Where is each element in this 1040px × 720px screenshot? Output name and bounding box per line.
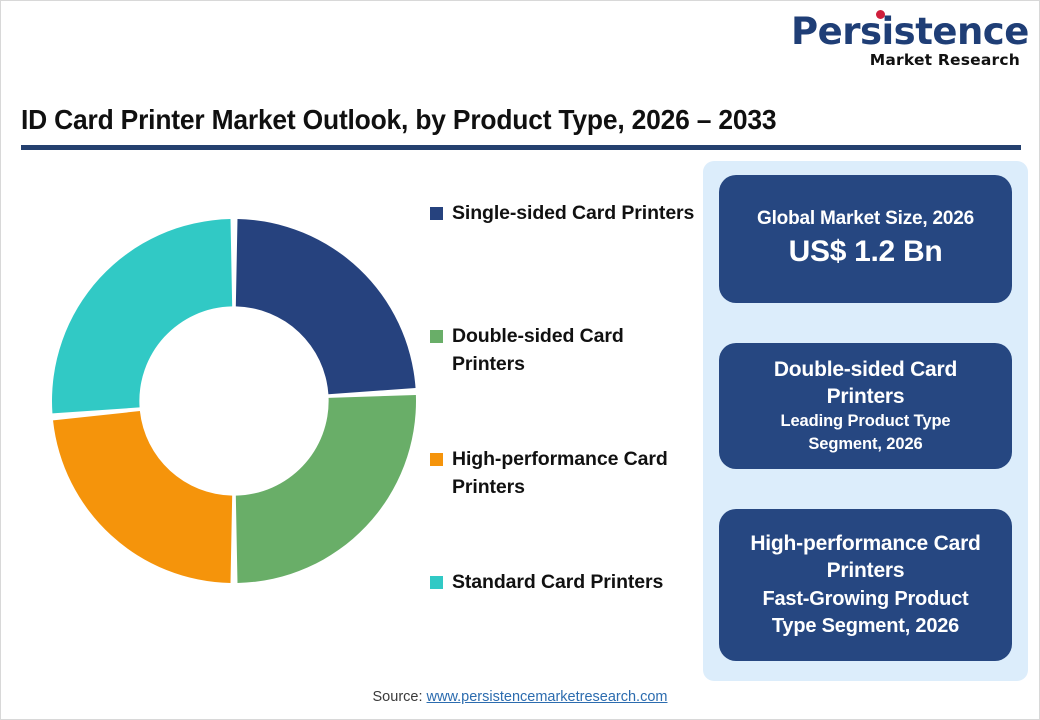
logo-subtitle: Market Research — [869, 51, 1020, 69]
fast-growing-segment-caption-line2: Type Segment, 2026 — [771, 614, 960, 637]
source-link[interactable]: www.persistencemarketresearch.com — [426, 689, 668, 705]
legend-swatch-icon — [430, 453, 443, 466]
donut-segment[interactable]: Double-sided Card Printers — [235, 394, 416, 583]
legend-item-label: Double-sided Card Printers — [452, 325, 624, 376]
legend-item-label: High-performance Card Printers — [452, 448, 668, 499]
source-footer: Source: www.persistencemarketresearch.co… — [1, 689, 1039, 705]
leading-segment-caption-line2: Segment, 2026 — [808, 434, 923, 453]
leading-segment-name-line2: Printers — [826, 384, 905, 408]
leading-segment-card: Double-sided Card Printers Leading Produ… — [719, 343, 1012, 469]
fast-growing-segment-caption-line1: Fast-Growing Product — [762, 587, 969, 610]
fast-growing-segment-name-line1: High-performance Card — [750, 532, 981, 556]
chart-legend: Single-sided Card Printers Double-sided … — [430, 199, 698, 596]
legend-item-label: Standard Card Printers — [452, 571, 664, 593]
legend-item-single-sided-card-printers[interactable]: Single-sided Card Printers — [430, 199, 698, 322]
title-block: ID Card Printer Market Outlook, by Produ… — [21, 104, 1021, 150]
donut-segment[interactable]: Standard Card Printers — [51, 219, 233, 414]
donut-segment[interactable]: Single-sided Card Printers — [235, 219, 416, 395]
logo-wordmark: Persistence — [791, 10, 1029, 53]
legend-item-standard-card-printers[interactable]: Standard Card Printers — [430, 568, 698, 596]
red-dot-icon — [876, 10, 885, 19]
market-size-label: Global Market Size, 2026 — [757, 208, 974, 230]
page-title: ID Card Printer Market Outlook, by Produ… — [21, 104, 777, 135]
donut-segment[interactable]: High-performance Card Printers — [53, 411, 233, 583]
legend-swatch-icon — [430, 576, 443, 589]
legend-item-label: Single-sided Card Printers — [452, 202, 695, 224]
leading-segment-caption-line1: Leading Product Type — [780, 412, 951, 431]
legend-item-double-sided-card-printers[interactable]: Double-sided Card Printers — [430, 322, 698, 445]
legend-swatch-icon — [430, 207, 443, 220]
highlights-panel: Global Market Size, 2026 US$ 1.2 Bn Doub… — [703, 161, 1028, 681]
fast-growing-segment-card: High-performance Card Printers Fast-Grow… — [719, 509, 1012, 661]
leading-segment-name-line1: Double-sided Card — [773, 357, 958, 381]
fast-growing-segment-name-line2: Printers — [826, 559, 905, 582]
brand-logo: Persistence Market Research — [791, 10, 1029, 69]
legend-swatch-icon — [430, 330, 443, 343]
logo-wordmark-text: Persistence — [791, 10, 1029, 53]
title-divider — [21, 145, 1021, 150]
market-size-card: Global Market Size, 2026 US$ 1.2 Bn — [719, 175, 1012, 303]
legend-item-high-performance-card-printers[interactable]: High-performance Card Printers — [430, 445, 698, 568]
market-size-value: US$ 1.2 Bn — [788, 235, 943, 269]
source-label: Source: — [372, 689, 423, 705]
